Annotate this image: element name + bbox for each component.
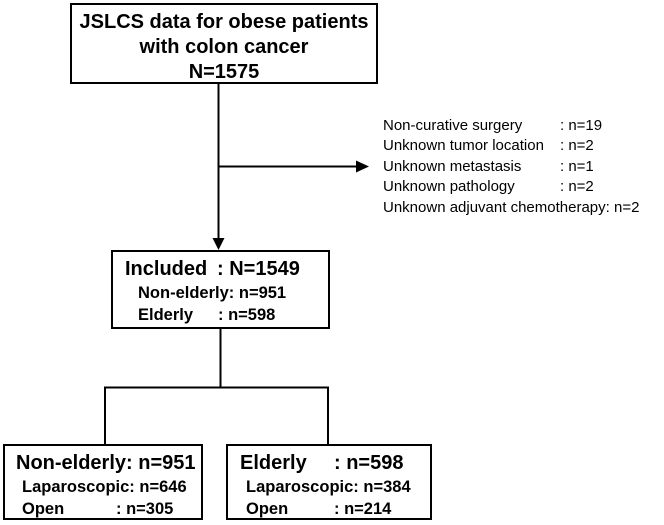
non-elderly-laparoscopic-row: Laparoscopic: n=646: [22, 476, 201, 498]
row-value: : n=384: [353, 478, 411, 496]
exclusion-label: Unknown adjuvant chemotherapy: [383, 198, 606, 216]
exclusion-value: : n=1: [560, 157, 594, 175]
source-population-box: JSLCS data for obese patients with colon…: [70, 3, 378, 84]
arrowhead-down-icon: [212, 238, 225, 250]
included-elderly-row: Elderly : n=598: [138, 304, 328, 326]
row-label: Elderly: [138, 306, 194, 324]
exclusion-item: Non-curative surgery : n=19: [383, 116, 639, 136]
exclusion-value: : n=2: [560, 178, 594, 196]
exclusion-value: : n=2: [560, 137, 594, 155]
exclusion-label: Unknown pathology: [383, 178, 515, 196]
included-non-elderly-row: Non-elderly: n=951: [138, 282, 328, 304]
exclusion-label: Unknown tumor location: [383, 137, 544, 155]
row-label: Laparoscopic: [246, 478, 354, 496]
row-value: : n=646: [129, 478, 187, 496]
row-value: : n=598: [218, 306, 276, 324]
exclusion-value: : n=19: [560, 117, 603, 134]
included-total-row: Included : N=1549: [125, 257, 328, 282]
elderly-laparoscopic-row: Laparoscopic: n=384: [246, 476, 430, 498]
elderly-box: Elderly : n=598 Laparoscopic: n=384 Open:…: [226, 444, 432, 520]
arrowhead-right-icon: [356, 160, 369, 173]
source-population-total: N=1575: [188, 61, 260, 83]
row-label: Open: [246, 500, 289, 518]
row-value: : n=305: [116, 500, 174, 518]
row-value: : n=951: [228, 284, 287, 302]
source-population-line-2: with colon cancer: [139, 36, 309, 58]
exclusion-item: Unknown tumor location : n=2: [383, 136, 639, 156]
row-value: : n=598: [334, 452, 404, 474]
row-label: Non-elderly: [16, 452, 127, 474]
exclusion-item: Unknown metastasis : n=1: [383, 157, 639, 177]
row-label: Elderly: [240, 452, 307, 474]
row-value: : N=1549: [217, 258, 300, 280]
exclusion-item: Unknown adjuvant chemotherapy: n=2: [383, 198, 639, 218]
exclusion-list: Non-curative surgery : n=19 Unknown tumor…: [383, 116, 639, 218]
row-value: : n=214: [334, 500, 392, 518]
non-elderly-box: Non-elderly: n=951 Laparoscopic: n=646 O…: [3, 444, 203, 520]
row-label: Laparoscopic: [22, 478, 130, 496]
elderly-open-row: Open : n=214: [246, 498, 430, 520]
elderly-total-row: Elderly : n=598: [240, 451, 430, 476]
exclusion-label: Non-curative surgery: [383, 117, 523, 134]
row-label: Included: [125, 258, 208, 280]
row-label: Open: [22, 500, 65, 518]
row-value: : n=951: [126, 452, 196, 474]
row-label: Non-elderly: [138, 284, 229, 302]
non-elderly-open-row: Open : n=305: [22, 498, 201, 520]
exclusion-label: Unknown metastasis: [383, 157, 522, 175]
exclusion-item: Unknown pathology : n=2: [383, 177, 639, 197]
exclusion-value: : n=2: [605, 198, 640, 216]
included-box: Included : N=1549 Non-elderly: n=951 Elde…: [111, 250, 330, 329]
non-elderly-total-row: Non-elderly: n=951: [16, 451, 201, 476]
source-population-line-1: JSLCS data for obese patients: [79, 11, 369, 33]
